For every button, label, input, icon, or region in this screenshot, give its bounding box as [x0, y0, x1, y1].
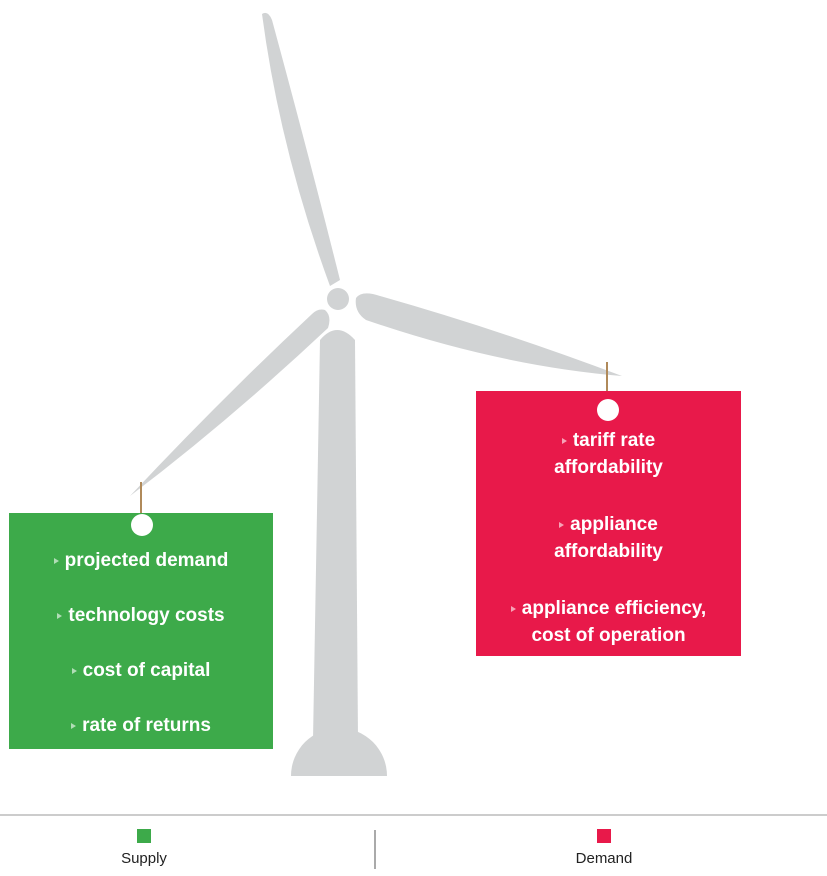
list-item: technology costs — [9, 602, 273, 629]
item-text: projected demand — [65, 550, 229, 571]
tower — [313, 330, 358, 740]
page: projected demand technology costs cost of … — [0, 0, 827, 876]
supply-list: projected demand technology costs cost of … — [9, 513, 273, 749]
list-item: tariff rate affordability — [476, 427, 741, 481]
item-text: cost of operation — [531, 625, 685, 646]
item-line: projected demand — [9, 547, 273, 574]
list-item: appliance affordability — [476, 511, 741, 565]
item-line: cost of capital — [9, 657, 273, 684]
item-line: technology costs — [9, 602, 273, 629]
bullet — [71, 723, 76, 729]
item-line: appliance efficiency, — [476, 595, 741, 622]
list-item: cost of capital — [9, 657, 273, 684]
hub — [327, 288, 349, 310]
item-text: tariff rate — [573, 430, 655, 451]
list-item: appliance efficiency, cost of operation — [476, 595, 741, 649]
blade-top — [262, 13, 340, 286]
item-line: rate of returns — [9, 712, 273, 739]
item-line: affordability — [476, 454, 741, 481]
tower-base — [291, 728, 387, 776]
item-text: appliance efficiency, — [522, 598, 706, 619]
item-line: cost of operation — [476, 622, 741, 649]
list-item: rate of returns — [9, 712, 273, 739]
bullet — [562, 438, 567, 444]
bullet — [559, 522, 564, 528]
item-line: appliance — [476, 511, 741, 538]
bullet — [57, 613, 62, 619]
list-item: projected demand — [9, 547, 273, 574]
blade-right — [356, 293, 622, 376]
item-text: rate of returns — [82, 715, 211, 736]
legend-label: Supply — [44, 850, 244, 867]
legend-label: Demand — [504, 850, 704, 867]
blade-left — [130, 310, 329, 497]
bullet — [72, 668, 77, 674]
bullet — [54, 558, 59, 564]
demand-list: tariff rate affordability appliance afforda… — [476, 391, 741, 656]
item-text: cost of capital — [83, 660, 211, 681]
item-text: appliance — [570, 514, 658, 535]
legend-swatch — [137, 829, 151, 843]
bullet — [511, 606, 516, 612]
legend-swatch — [597, 829, 611, 843]
item-line: affordability — [476, 538, 741, 565]
item-line: tariff rate — [476, 427, 741, 454]
item-text: technology costs — [68, 605, 224, 626]
item-text: affordability — [554, 541, 663, 562]
item-text: affordability — [554, 457, 663, 478]
